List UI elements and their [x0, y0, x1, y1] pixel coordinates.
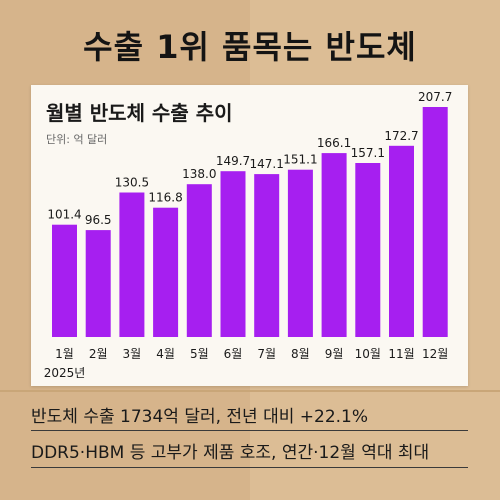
- category-label: 7월: [257, 347, 276, 361]
- bar-6월: [220, 171, 246, 337]
- value-label: 157.1: [351, 146, 385, 160]
- chart-unit-label: 단위: 억 달러: [46, 133, 108, 146]
- bar-1월: [52, 224, 77, 337]
- year-label: 2025년: [44, 366, 86, 380]
- value-label: 101.4: [47, 208, 81, 222]
- divider-line: [31, 430, 468, 431]
- bar-9월: [321, 153, 347, 337]
- value-label: 151.1: [283, 153, 317, 167]
- value-label: 207.7: [418, 90, 452, 104]
- category-label: 2월: [89, 347, 108, 361]
- caption-highlight: DDR5·HBM 등 고부가 제품 호조, 연간·12월 역대 최대: [31, 443, 430, 463]
- category-label: 9월: [325, 347, 344, 361]
- headline: 수출 1위 품목는 반도체: [83, 28, 417, 66]
- value-label: 130.5: [115, 176, 149, 190]
- bar-11월: [389, 145, 414, 337]
- bar-10월: [355, 163, 381, 337]
- bar-chart: 101.4 1월 96.5 2월 130.5 3월 116.8 4월 138.0 5월 149.7 6…: [44, 90, 453, 380]
- category-label: 1월: [55, 347, 74, 361]
- value-label: 138.0: [182, 167, 216, 181]
- chart-title: 월별 반도체 수출 추이: [46, 101, 233, 125]
- value-label: 116.8: [148, 191, 182, 205]
- caption-export-total: 반도체 수출 1734억 달러, 전년 대비 +22.1%: [31, 407, 369, 427]
- category-label: 4월: [156, 347, 175, 361]
- bar-2월: [85, 230, 111, 337]
- bar-4월: [153, 207, 179, 337]
- chart-card: 월별 반도체 수출 추이 단위: 억 달러 101.4 1월 96.5 2월 130.5…: [31, 85, 468, 386]
- value-label: 166.1: [317, 136, 351, 150]
- bar-8월: [287, 169, 313, 337]
- category-label: 11월: [388, 347, 414, 361]
- category-label: 8월: [291, 347, 310, 361]
- bar-3월: [119, 192, 145, 337]
- category-label: 3월: [123, 347, 142, 361]
- category-label: 6월: [224, 347, 243, 361]
- bar-7월: [254, 174, 280, 337]
- value-label: 172.7: [384, 129, 418, 143]
- divider-line: [31, 467, 468, 468]
- value-label: 147.1: [250, 157, 284, 171]
- value-label: 149.7: [216, 154, 250, 168]
- category-label: 12월: [422, 347, 448, 361]
- bar-12월: [422, 107, 448, 337]
- value-label: 96.5: [85, 213, 112, 227]
- background-seam: [0, 390, 500, 392]
- category-label: 5월: [190, 347, 209, 361]
- bar-5월: [186, 184, 212, 337]
- category-label: 10월: [355, 347, 381, 361]
